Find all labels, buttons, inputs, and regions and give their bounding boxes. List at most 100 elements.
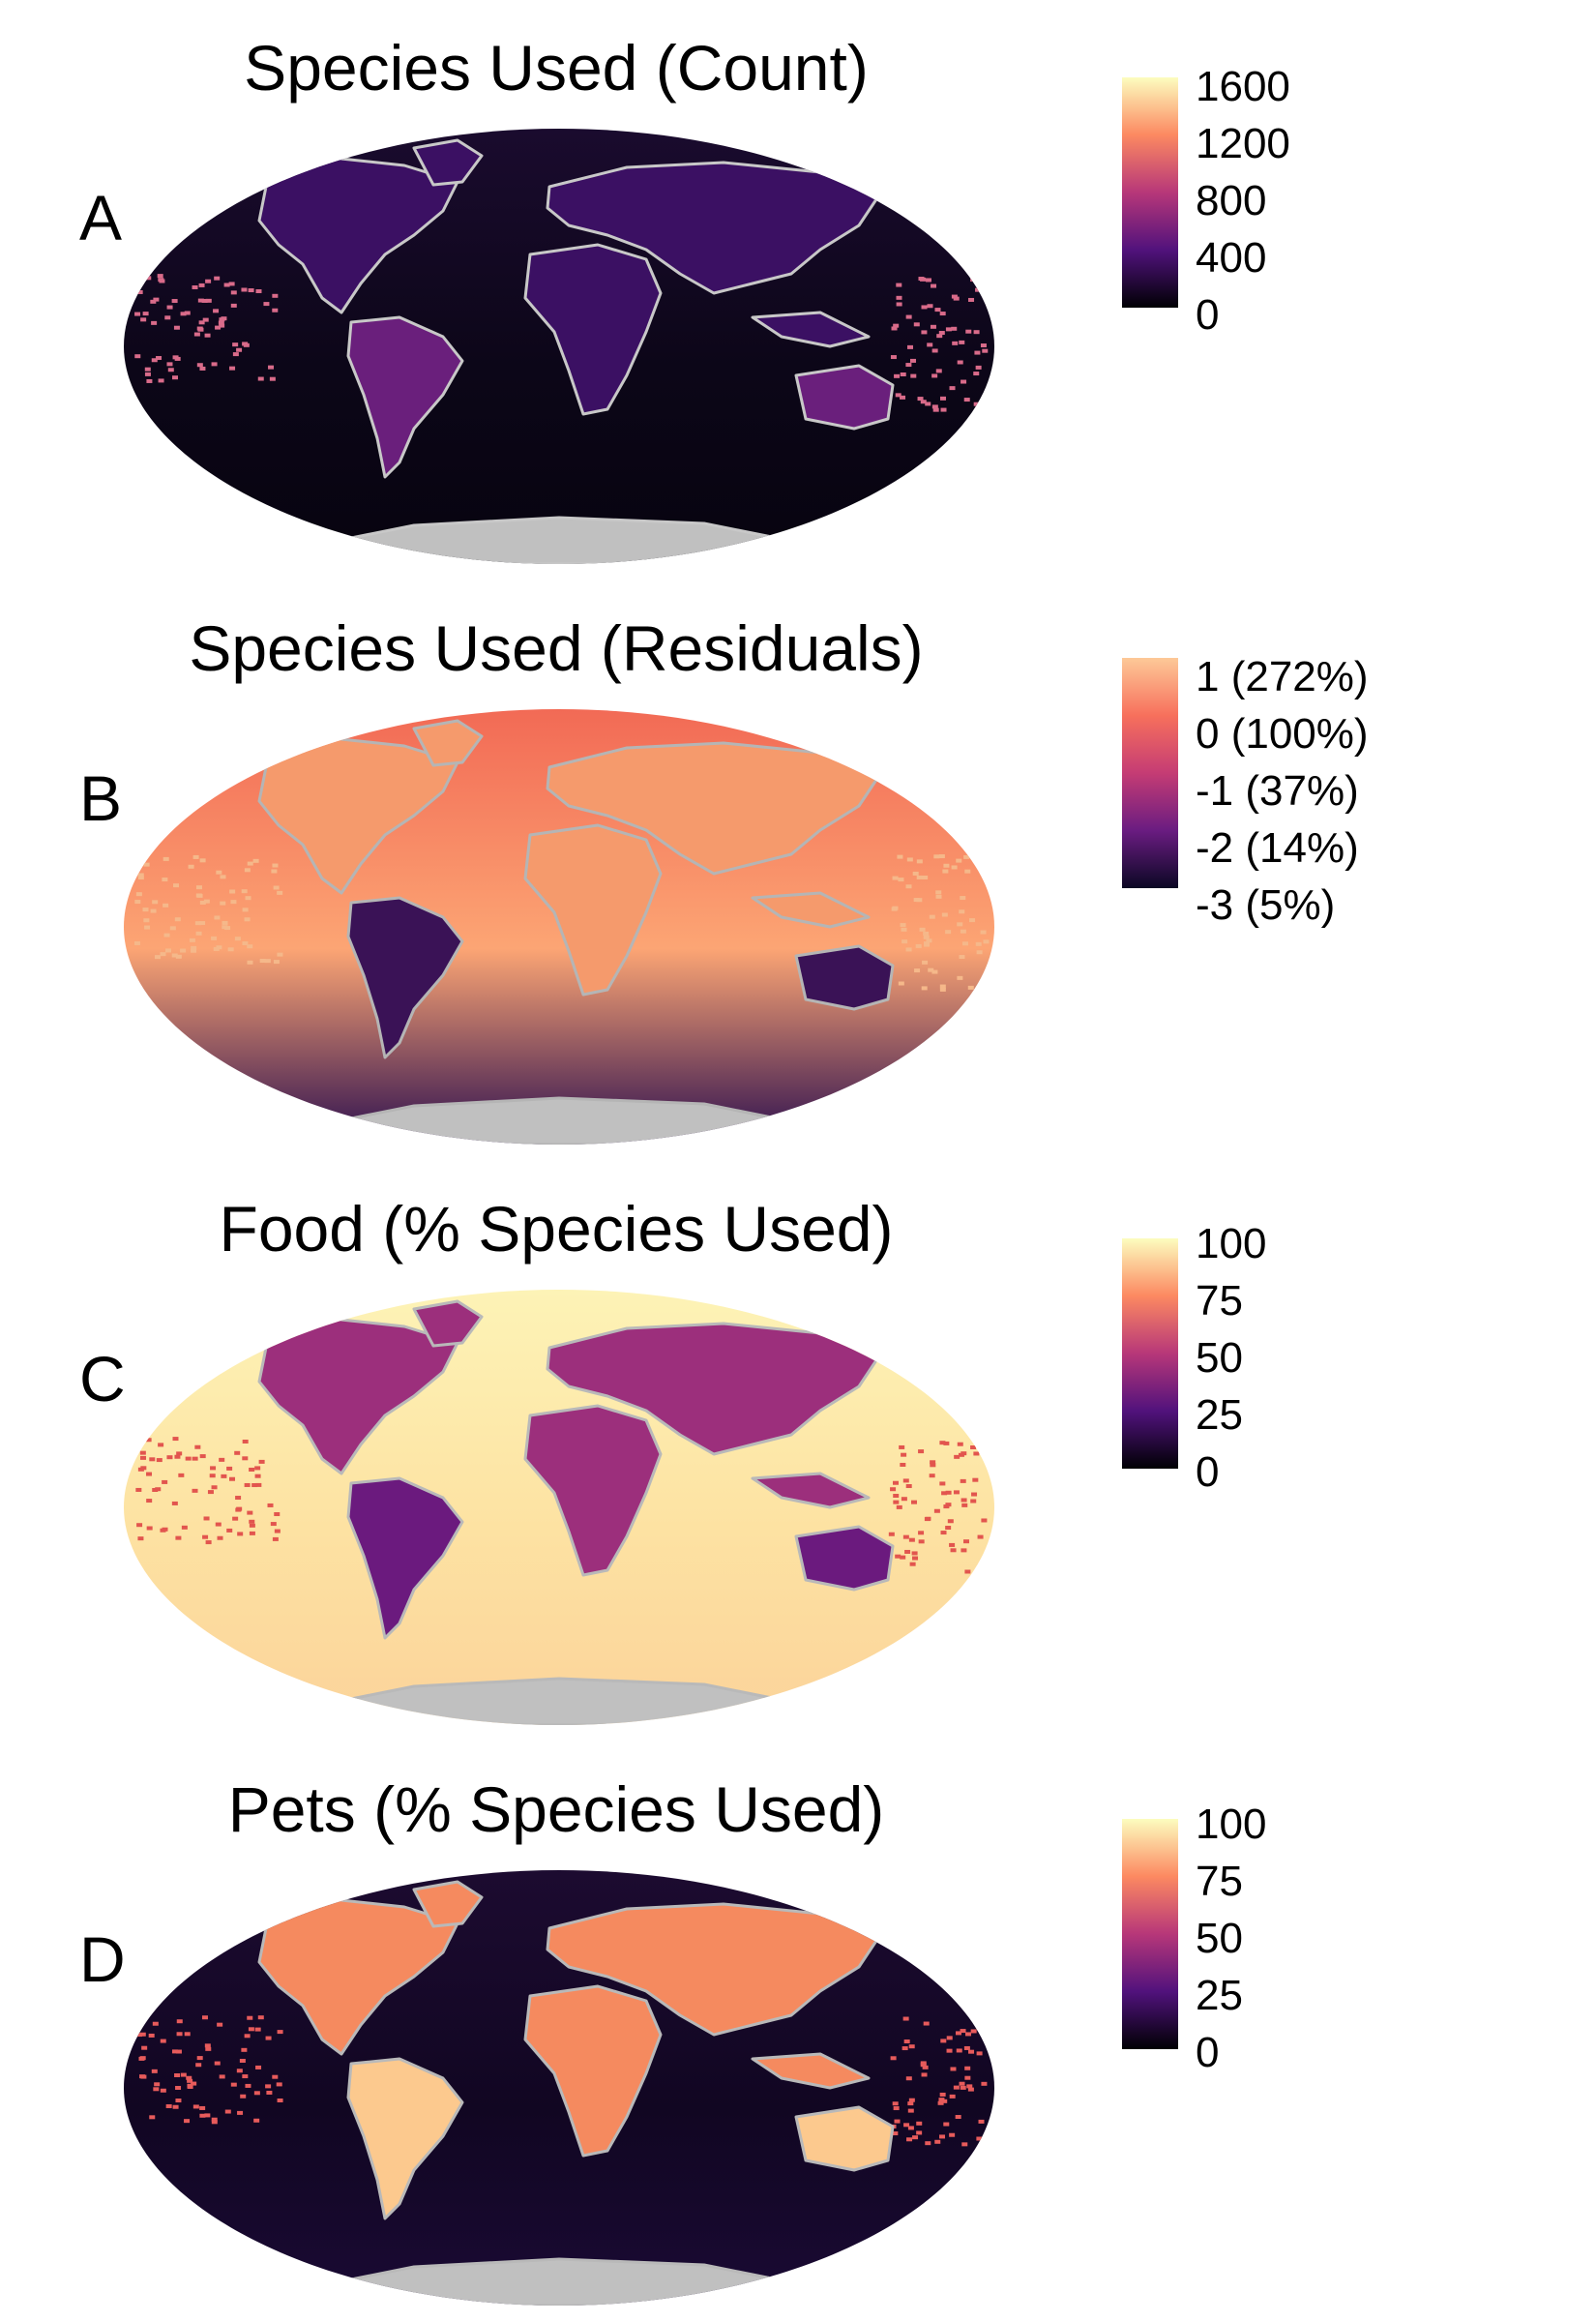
island-cell (234, 1450, 241, 1455)
island-cell (970, 854, 977, 859)
island-cell (145, 276, 152, 281)
panel-a: Species Used (Count) A 1600 1200 800 400… (0, 0, 1596, 580)
island-cell (921, 330, 928, 335)
island-cell (166, 1455, 173, 1460)
island-cell (946, 2048, 953, 2053)
island-cell (232, 1516, 239, 1521)
australia-region (794, 364, 895, 431)
island-cell (254, 1474, 261, 1478)
island-cell (194, 1444, 201, 1449)
antarctica-region (315, 2257, 803, 2306)
legend-label: 75 (1196, 1858, 1243, 1905)
island-cell (977, 1534, 984, 1539)
island-cell (894, 2119, 901, 2124)
island-cell (937, 2100, 944, 2105)
island-cell (906, 857, 913, 862)
island-cell (146, 1499, 153, 1503)
island-cell (158, 1443, 164, 1447)
legend-label: 400 (1196, 234, 1267, 282)
island-cell (897, 854, 903, 859)
island-cell (143, 918, 150, 923)
africa-region (523, 243, 663, 416)
island-cell (959, 2081, 965, 2086)
panel-title: Species Used (Count) (244, 32, 869, 104)
island-cell (229, 1476, 236, 1481)
island-cell (980, 930, 987, 935)
island-cell (191, 948, 197, 953)
island-cell (938, 2098, 945, 2102)
south-america-region (346, 1476, 464, 1640)
island-cell (927, 304, 933, 309)
island-cell (898, 981, 904, 986)
panel-letter: B (79, 762, 123, 834)
island-cell (184, 311, 191, 315)
island-cell (248, 2027, 254, 2032)
world-map (124, 129, 994, 564)
island-cell (267, 1503, 274, 1507)
island-cell (207, 1490, 214, 1495)
island-cell (178, 1473, 185, 1477)
island-cell (964, 1569, 971, 1574)
island-cell (891, 326, 898, 331)
island-cell (912, 1556, 919, 1561)
island-cell (255, 289, 262, 294)
island-cell (271, 869, 278, 874)
island-cell (913, 898, 920, 903)
island-cell (943, 1441, 950, 1445)
island-cell (252, 858, 259, 863)
island-cell (172, 375, 179, 380)
island-cell (211, 2120, 218, 2125)
island-cell (242, 342, 249, 346)
island-cell (970, 2029, 977, 2034)
legend-label: -3 (5%) (1196, 881, 1336, 929)
island-cell (960, 929, 966, 934)
island-cell (154, 2082, 161, 2087)
island-cell (963, 2045, 970, 2050)
island-cell (975, 287, 982, 292)
island-cell (196, 2056, 203, 2061)
island-cell (917, 397, 924, 402)
island-cell (247, 1510, 253, 1515)
greenland-region (412, 1299, 484, 1348)
island-cell (272, 2074, 279, 2079)
island-cell (907, 2101, 914, 2106)
legend-label: 0 (1196, 1448, 1220, 1496)
island-cell (203, 899, 210, 904)
island-cell (939, 1481, 946, 1486)
island-cell (901, 2046, 908, 2051)
panel-letter: D (79, 1923, 126, 1995)
legend-label: 50 (1196, 1915, 1243, 1962)
island-cell (198, 320, 205, 325)
color-legend: 100 75 50 25 0 (1122, 1801, 1548, 2076)
island-cell (193, 332, 200, 337)
island-cell (929, 914, 935, 919)
island-cell (202, 317, 209, 322)
island-cell (940, 2039, 947, 2043)
island-cell (931, 283, 937, 288)
color-legend: 1 (272%) 0 (100%) -1 (37%) -2 (14%) -3 (… (1122, 653, 1548, 929)
island-cell (241, 2047, 248, 2052)
island-cell (959, 955, 965, 960)
island-cell (909, 1562, 916, 1566)
island-cell (893, 1494, 900, 1499)
island-cell (158, 378, 164, 383)
legend-label: 0 (1196, 2029, 1220, 2076)
island-cell (932, 407, 939, 412)
island-cell (961, 1503, 968, 1507)
island-cell (933, 854, 940, 859)
island-cell (180, 312, 187, 316)
island-cell (943, 2122, 950, 2127)
island-cell (174, 2072, 181, 2077)
island-cell (961, 1548, 967, 1553)
island-cell (923, 935, 930, 939)
island-cell (952, 341, 959, 345)
australia-region (794, 1525, 895, 1592)
legend-colorbar (1122, 1238, 1178, 1469)
panel-title: Species Used (Residuals) (189, 612, 924, 684)
island-cell (935, 369, 942, 373)
island-cell (893, 2106, 900, 2111)
australia-region (794, 944, 895, 1011)
island-cell (921, 986, 928, 991)
island-cell (953, 1490, 960, 1495)
island-cell (210, 1466, 217, 1471)
